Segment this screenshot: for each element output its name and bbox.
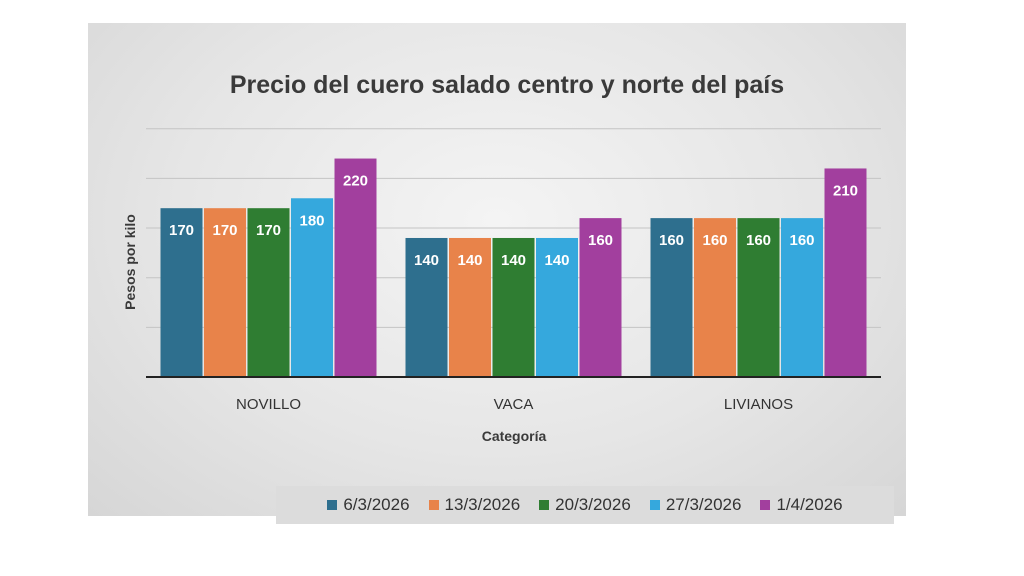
legend-item: 20/3/2026 bbox=[539, 495, 631, 515]
chart-panel: Precio del cuero salado centro y norte d… bbox=[88, 23, 906, 524]
legend-swatch bbox=[760, 500, 771, 510]
bar bbox=[334, 158, 377, 377]
data-label: 160 bbox=[746, 232, 771, 249]
legend-label: 13/3/2026 bbox=[444, 495, 521, 514]
bar bbox=[247, 208, 290, 377]
data-labels: 170 170 170 180 220 140 140 140 140 160 160 160 160 1… bbox=[169, 173, 858, 269]
category-label: VACA bbox=[494, 396, 534, 413]
legend-label: 27/3/2026 bbox=[665, 495, 742, 514]
data-label: 140 bbox=[414, 252, 439, 269]
data-label: 140 bbox=[501, 252, 526, 269]
data-label: 170 bbox=[212, 222, 237, 239]
bar bbox=[579, 218, 622, 377]
bar bbox=[781, 218, 823, 377]
bar bbox=[291, 198, 333, 377]
bar bbox=[492, 237, 535, 377]
y-axis-title: Pesos por kilo bbox=[122, 214, 138, 310]
legend-label: 1/4/2026 bbox=[776, 495, 843, 514]
data-label: 160 bbox=[789, 232, 814, 249]
bar-chart: Precio del cuero salado centro y norte d… bbox=[122, 71, 881, 444]
data-label: 140 bbox=[457, 252, 482, 269]
bars bbox=[160, 158, 867, 377]
bar bbox=[650, 218, 693, 377]
legend-label: 20/3/2026 bbox=[555, 495, 631, 514]
legend-swatch bbox=[539, 500, 550, 510]
data-label: 160 bbox=[659, 232, 684, 249]
data-label: 170 bbox=[169, 222, 194, 239]
data-label: 210 bbox=[833, 182, 858, 199]
bar bbox=[204, 208, 246, 377]
bar bbox=[536, 237, 578, 377]
bar bbox=[737, 218, 780, 377]
data-label: 140 bbox=[544, 252, 569, 269]
bar bbox=[694, 218, 736, 377]
legend-item: 27/3/2026 bbox=[649, 495, 742, 515]
data-label: 220 bbox=[343, 173, 368, 190]
bar bbox=[824, 168, 867, 377]
data-label: 160 bbox=[588, 232, 613, 249]
legend-swatch bbox=[428, 500, 439, 510]
bar bbox=[405, 237, 448, 377]
category-label: LIVIANOS bbox=[724, 396, 793, 413]
data-label: 160 bbox=[702, 232, 727, 249]
legend-swatch bbox=[327, 500, 338, 510]
legend-swatch bbox=[649, 500, 660, 510]
category-label: NOVILLO bbox=[236, 396, 301, 413]
category-labels: NOVILLO VACA LIVIANOS bbox=[236, 396, 793, 413]
bar bbox=[449, 237, 491, 377]
legend-label: 6/3/2026 bbox=[343, 495, 410, 514]
legend-item: 13/3/2026 bbox=[428, 495, 521, 515]
x-axis-title: Categoría bbox=[482, 428, 547, 444]
legend: 6/3/2026 13/3/2026 20/3/2026 27/3/2026 1/4/2… bbox=[276, 486, 894, 524]
bar bbox=[160, 208, 203, 377]
data-label: 170 bbox=[256, 222, 281, 239]
legend-item: 1/4/2026 bbox=[760, 495, 843, 515]
chart-title: Precio del cuero salado centro y norte d… bbox=[230, 71, 784, 99]
data-label: 180 bbox=[299, 212, 324, 229]
legend-item: 6/3/2026 bbox=[327, 495, 410, 515]
